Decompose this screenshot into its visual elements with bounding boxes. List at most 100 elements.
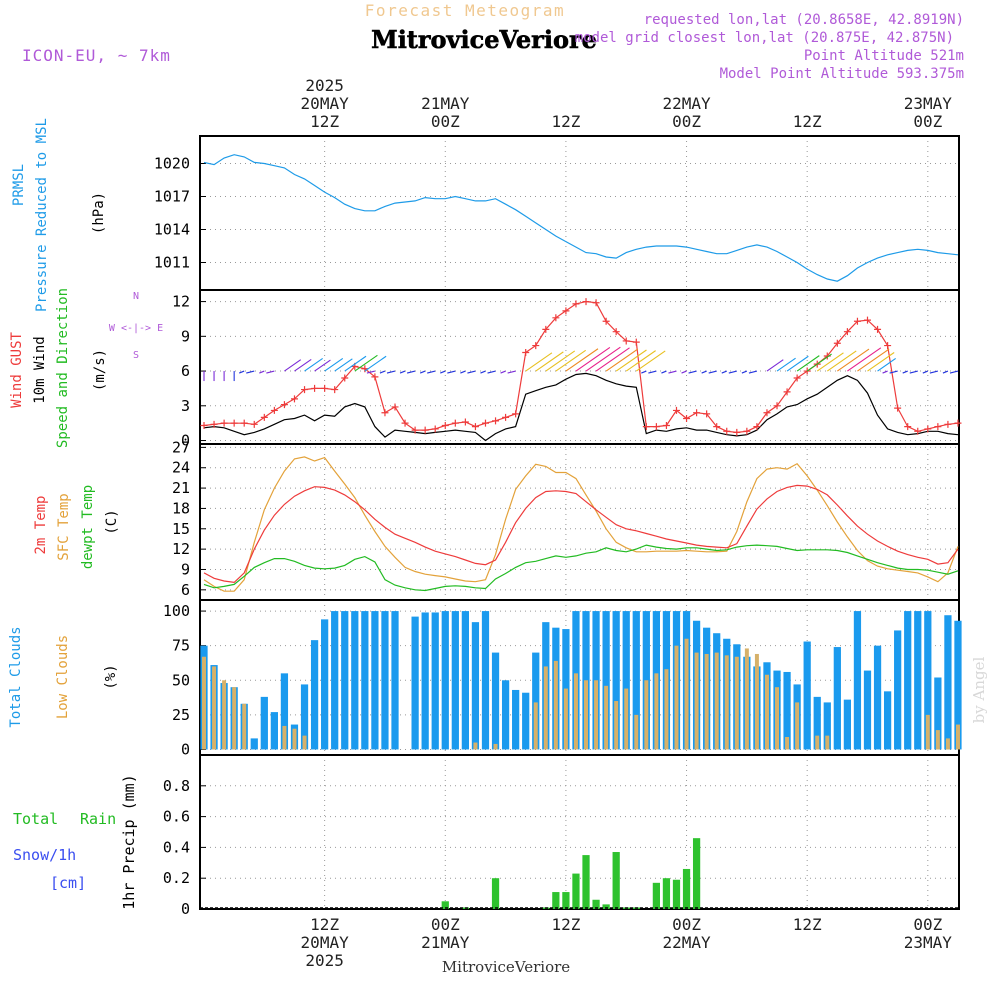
closest-coords: model grid closest lon,lat (20.875E, 42.… [575, 30, 954, 46]
gust-marker [200, 421, 208, 429]
y-tick-label: 0 [181, 740, 190, 758]
gust-marker [773, 402, 781, 410]
precip-bar [572, 873, 580, 909]
gust-marker [230, 419, 238, 427]
low-cloud-bar [714, 652, 719, 750]
gust-marker [743, 427, 751, 435]
gust-marker [411, 426, 419, 434]
wind-arrow [440, 370, 446, 374]
wind-arrow [661, 370, 667, 374]
wind-arrow [776, 357, 796, 372]
wind-arrow [635, 350, 666, 372]
total-cloud-bar [522, 692, 530, 750]
wind-arrow [942, 370, 949, 374]
gust-marker [532, 342, 540, 350]
gust-marker [421, 426, 429, 434]
gust-marker [753, 423, 761, 431]
gust-marker [220, 419, 228, 427]
total-cloud-bar [592, 611, 600, 750]
low-cloud-bar [543, 666, 548, 750]
gust-marker [441, 421, 449, 429]
gust-marker [863, 316, 871, 324]
wind-arrow [837, 348, 870, 372]
gust-marker [471, 423, 479, 431]
label-dewpt-temp: dewpt Temp [80, 485, 96, 569]
gust-marker [924, 425, 932, 433]
gust-marker [793, 374, 801, 382]
total-cloud-bar [441, 611, 449, 750]
y-tick-label: 1020 [154, 155, 190, 173]
y-tick-label: 27 [172, 438, 190, 456]
label-sfc-temp: SFC Temp [56, 493, 72, 560]
clouds-panel: 0 25 50 75 100 [163, 599, 962, 758]
side-labels: PRMSL Pressure Reduced to MSL (hPa) Wind… [8, 118, 163, 910]
pressure-line [203, 154, 959, 282]
precip-bar [672, 879, 681, 909]
total-cloud-bar [491, 652, 500, 750]
wind-arrow [354, 354, 378, 372]
bottom-time-label: 00Z [431, 915, 460, 934]
wind-arrow [806, 353, 832, 372]
total-cloud-bar [863, 670, 872, 750]
gust-marker [944, 420, 952, 428]
wind-arrow [239, 370, 245, 374]
gust-marker [612, 328, 620, 336]
wind-arrow [259, 370, 265, 374]
total-cloud-bar [883, 691, 892, 750]
gust-marker [341, 374, 349, 382]
total-cloud-bar [341, 611, 349, 750]
y-tick-label: 9 [181, 560, 190, 578]
gust-marker [240, 419, 248, 427]
gust-marker [331, 386, 339, 394]
wind-arrow [266, 370, 275, 374]
gust-marker [713, 423, 721, 431]
low-cloud-bar [212, 666, 217, 750]
precip-bar [652, 882, 661, 909]
precip-bar [441, 901, 449, 909]
bottom-time-label: 12Z [551, 915, 580, 934]
precip-bar [562, 892, 570, 909]
sfc-temp-line [203, 456, 959, 592]
wind-arrow [294, 358, 312, 372]
gust-marker [914, 427, 922, 435]
y-tick-label: 24 [172, 459, 190, 477]
low-cloud-bar [563, 688, 568, 750]
wind-arrow [467, 370, 476, 374]
low-cloud-bar [674, 645, 679, 750]
gust-marker [833, 339, 841, 347]
wind-arrow [324, 358, 344, 372]
gust-marker [693, 409, 701, 417]
bottom-time-label: 12Z [310, 915, 339, 934]
gust-marker [904, 423, 912, 431]
gust-marker [562, 307, 570, 315]
low-cloud-bar [775, 687, 780, 750]
gust-marker [733, 428, 741, 436]
low-cloud-bar [815, 735, 820, 750]
gust-marker [763, 409, 771, 417]
y-tick-label: 12 [172, 293, 190, 311]
label-cm: [cm] [50, 874, 86, 892]
wind-arrow [625, 350, 656, 372]
wind-arrow [877, 358, 896, 372]
total-cloud-bar [461, 611, 469, 750]
total-cloud-bar [873, 645, 882, 750]
wind-arrow [857, 348, 890, 372]
wind-arrow [708, 370, 717, 374]
label-ms: (m/s) [92, 349, 108, 391]
wind-arrow [816, 352, 844, 372]
gust-marker [481, 419, 489, 427]
gust-marker [703, 410, 711, 418]
low-cloud-bar [795, 702, 800, 750]
wind-arrow [867, 352, 895, 372]
label-rain: Rain [80, 810, 116, 828]
low-cloud-bar [242, 703, 247, 750]
gust-marker [874, 325, 882, 333]
low-cloud-bar [704, 653, 709, 750]
compass-north: N [133, 291, 139, 302]
total-cloud-bar [411, 616, 419, 750]
gust-marker [381, 409, 389, 417]
compass-west-east: W <-|-> E [109, 323, 163, 334]
